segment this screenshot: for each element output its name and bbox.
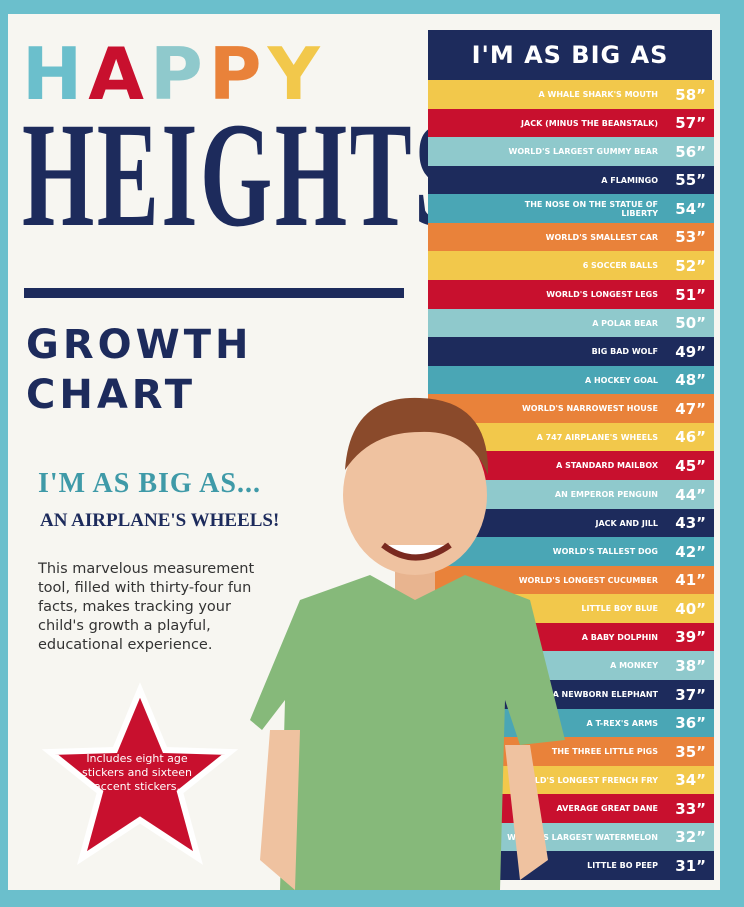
row-height: 31” — [675, 856, 706, 875]
stripe: WORLD'S SMALLEST CAR 53” — [428, 222, 714, 252]
row-label: AN EMPEROR PENGUIN — [554, 490, 658, 500]
row-label: WORLD'S LONGEST LEGS — [546, 290, 658, 300]
row-height: 48” — [675, 371, 706, 390]
chart-text: CHART — [26, 372, 197, 418]
row-height: 45” — [675, 456, 706, 475]
row-label: BIG BAD WOLF — [591, 347, 658, 357]
row-height: 55” — [675, 171, 706, 190]
stripe: A WHALE SHARK'S MOUTH 58” — [428, 80, 714, 110]
row-height: 41” — [675, 571, 706, 590]
row-height: 37” — [675, 685, 706, 704]
happy-letter: Y — [267, 32, 326, 116]
row-height: 39” — [675, 628, 706, 647]
hair — [345, 397, 489, 475]
growth-text: GROWTH — [26, 322, 253, 368]
star — [41, 682, 239, 865]
row-height: 33” — [675, 799, 706, 818]
chart-header: I'M AS BIG AS — [428, 30, 712, 80]
row-label: A POLAR BEAR — [592, 318, 658, 328]
row-label: WORLD'S NARROWEST HOUSE — [521, 404, 658, 414]
row-height: 36” — [675, 714, 706, 733]
row-label: A NEWBORN ELEPHANT — [552, 690, 658, 700]
stripe: WORLD'S LONGEST LEGS 51” — [428, 280, 714, 310]
stripe: A HOCKEY GOAL 48” — [428, 365, 714, 395]
title-rule — [24, 288, 404, 298]
row-label: WORLD'S SMALLEST CAR — [545, 232, 658, 242]
row-label: JACK AND JILL — [595, 518, 658, 528]
row-height: 53” — [675, 228, 706, 247]
row-label: LITTLE BOY BLUE — [581, 604, 658, 614]
happy-title: HAPPY — [22, 32, 326, 116]
row-height: 51” — [675, 285, 706, 304]
face — [343, 415, 487, 575]
description: This marvelous measurement tool, filled … — [38, 561, 255, 653]
heights-title: HEIGHTS — [22, 92, 469, 258]
arms — [260, 730, 548, 890]
row-height: 46” — [675, 428, 706, 447]
row-label: AVERAGE GREAT DANE — [556, 804, 658, 814]
row-label: WORLD'S LARGEST WATERMELON — [507, 832, 658, 842]
stripe: 6 SOCCER BALLS 52” — [428, 251, 714, 281]
stripe: WORLD'S LARGEST GUMMY BEAR 56” — [428, 137, 714, 167]
row-height: 49” — [675, 342, 706, 361]
stripe: A FLAMINGO 55” — [428, 165, 714, 195]
row-label: A STANDARD MAILBOX — [556, 461, 658, 471]
stripe: WORLD'S NARROWEST HOUSE 47” — [428, 394, 714, 424]
row-height: 35” — [675, 742, 706, 761]
row-label: WORLD'S LARGEST GUMMY BEAR — [508, 147, 658, 157]
row-label: WORLD'S TALLEST DOG — [552, 547, 658, 557]
row-height: 57” — [675, 114, 706, 133]
stripe: JACK (MINUS THE BEANSTALK) 57” — [428, 108, 714, 138]
row-height: 43” — [675, 514, 706, 533]
row-height: 32” — [675, 828, 706, 847]
row-height: 38” — [675, 656, 706, 675]
stripe: THE NOSE ON THE STATUE OF LIBERTY 54” — [428, 194, 714, 224]
row-label: A WHALE SHARK'S MOUTH — [538, 90, 658, 100]
row-height: 56” — [675, 142, 706, 161]
row-height: 44” — [675, 485, 706, 504]
row-label: WORLD'S LONGEST CUCUMBER — [518, 575, 658, 585]
row-label: A HOCKEY GOAL — [584, 375, 658, 385]
tagline: I'M AS BIG AS... — [38, 468, 261, 499]
row-height: 52” — [675, 256, 706, 275]
boy — [250, 397, 565, 890]
row-height: 54” — [675, 199, 706, 218]
row-label: JACK (MINUS THE BEANSTALK) — [521, 118, 658, 128]
row-label: A FLAMINGO — [601, 175, 658, 185]
stripe: A POLAR BEAR 50” — [428, 308, 714, 338]
row-label: A T-REX'S ARMS — [586, 718, 658, 728]
row-label: WORLD'S LONGEST FRENCH FRY — [513, 775, 658, 785]
row-label: 6 SOCCER BALLS — [582, 261, 658, 271]
happy-letter: P — [208, 32, 268, 116]
row-label: A 747 AIRPLANE'S WHEELS — [536, 432, 658, 442]
star-text: Includes eight age stickers and sixteen … — [82, 752, 192, 793]
tagline-2: AN AIRPLANE'S WHEELS! — [40, 510, 280, 531]
stripe: BIG BAD WOLF 49” — [428, 337, 714, 367]
row-label: A MONKEY — [610, 661, 658, 671]
smile — [381, 542, 452, 561]
row-height: 58” — [675, 85, 706, 104]
stripe: WORLD'S TALLEST DOG 42” — [428, 537, 714, 567]
row-height: 34” — [675, 771, 706, 790]
shirt — [250, 575, 565, 890]
happy-letter: A — [88, 32, 150, 116]
happy-letter: H — [22, 32, 89, 116]
row-height: 40” — [675, 599, 706, 618]
row-label: THE THREE LITTLE PIGS — [551, 747, 658, 757]
row-label: LITTLE BO PEEP — [587, 861, 658, 871]
row-height: 42” — [675, 542, 706, 561]
row-height: 50” — [675, 314, 706, 333]
row-label: A BABY DOLPHIN — [581, 632, 658, 642]
happy-letter: P — [150, 32, 209, 116]
row-label: THE NOSE ON THE STATUE OF LIBERTY — [524, 199, 658, 218]
row-height: 47” — [675, 399, 706, 418]
